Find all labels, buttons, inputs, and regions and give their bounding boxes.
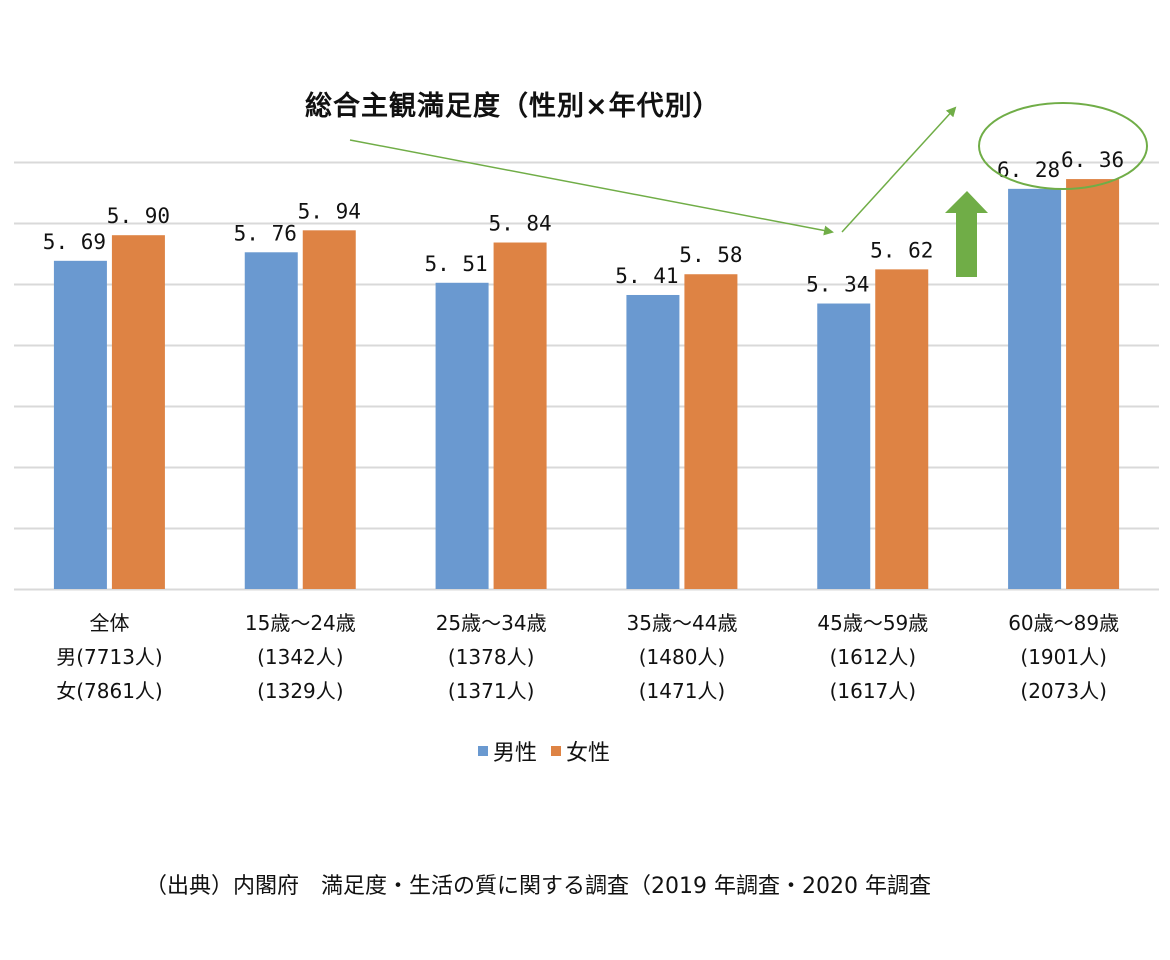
data-label-male-3: 5. 41 (615, 264, 678, 288)
category-name: 全体 (89, 611, 130, 635)
category-label-3: 35歳～44歳 (1480人) (1471人) (587, 606, 778, 708)
legend-swatch-male (478, 746, 488, 756)
legend-item-male: 男性 (478, 735, 537, 767)
data-label-female-5: 6. 36 (1061, 148, 1124, 172)
data-label-female-1: 5. 94 (298, 199, 361, 223)
data-label-male-4: 5. 34 (806, 273, 869, 297)
highlight-ellipse (978, 102, 1148, 190)
category-name: 60歳～89歳 (1008, 611, 1120, 635)
category-male-count: (1480人) (638, 645, 726, 669)
bar-male-3 (626, 294, 680, 589)
data-label-female-2: 5. 84 (488, 212, 551, 236)
trend-arrow-up (841, 106, 957, 233)
data-label-female-3: 5. 58 (679, 243, 742, 267)
bar-male-0 (53, 260, 107, 589)
category-female-count: (1617人) (829, 679, 917, 703)
bars (53, 179, 1120, 589)
upward-arrow-icon (945, 191, 988, 277)
category-male-count: (1901人) (1020, 645, 1107, 669)
category-label-5: 60歳～89歳 (1901人) (2073人) (968, 606, 1159, 708)
category-name: 35歳～44歳 (626, 611, 738, 635)
bar-male-2 (435, 282, 489, 589)
bar-female-1 (302, 230, 356, 589)
category-label-1: 15歳～24歳 (1342人) (1329人) (205, 606, 396, 708)
bar-female-4 (875, 269, 929, 589)
gridlines (14, 161, 1159, 591)
data-label-male-2: 5. 51 (424, 252, 487, 276)
category-label-0: 全体男(7713人) 女(7861人) (14, 606, 205, 708)
legend-label-female: 女性 (566, 741, 611, 766)
bar-female-2 (493, 242, 547, 589)
category-label-2: 25歳～34歳 (1378人) (1371人) (396, 606, 587, 708)
bar-male-5 (1008, 188, 1062, 589)
category-female-count: (1471人) (638, 679, 726, 703)
bar-male-4 (817, 303, 871, 589)
bar-female-5 (1066, 179, 1120, 589)
category-female-count: 女(7861人) (56, 679, 163, 703)
bar-male-1 (244, 252, 298, 589)
source-note: （出典）内閣府 満足度・生活の質に関する調査（2019 年調査・2020 年調査 (145, 874, 931, 899)
category-male-count: (1612人) (829, 645, 917, 669)
category-name: 45歳～59歳 (817, 611, 929, 635)
data-label-male-1: 5. 76 (234, 221, 297, 245)
annotations (349, 102, 1148, 277)
legend-swatch-female (551, 746, 562, 756)
data-label-female-4: 5. 62 (870, 238, 933, 262)
category-male-count: 男(7713人) (56, 645, 163, 669)
chart-title: 総合主観満足度（性別×年代別） (305, 91, 721, 122)
data-label-female-0: 5. 90 (107, 204, 170, 228)
category-female-count: (1371人) (447, 679, 535, 703)
bar-female-0 (111, 235, 165, 589)
legend-item-female: 女性 (551, 735, 610, 767)
legend-label-male: 男性 (493, 741, 538, 766)
bar-female-3 (684, 274, 738, 589)
category-label-4: 45歳～59歳 (1612人) (1617人) (777, 606, 968, 708)
data-labels: 5. 695. 90 5. 765. 94 5. 515. 84 5. 415. 58… (43, 148, 1124, 296)
data-label-male-0: 5. 69 (43, 230, 106, 254)
category-male-count: (1342人) (257, 645, 344, 669)
category-male-count: (1378人) (447, 645, 535, 669)
legend: 男性 女性 (478, 735, 624, 767)
category-female-count: (2073人) (1020, 679, 1107, 703)
trend-arrow-down (349, 139, 834, 236)
category-name: 15歳～24歳 (244, 611, 356, 635)
category-name: 25歳～34歳 (435, 611, 547, 635)
category-female-count: (1329人) (257, 679, 344, 703)
